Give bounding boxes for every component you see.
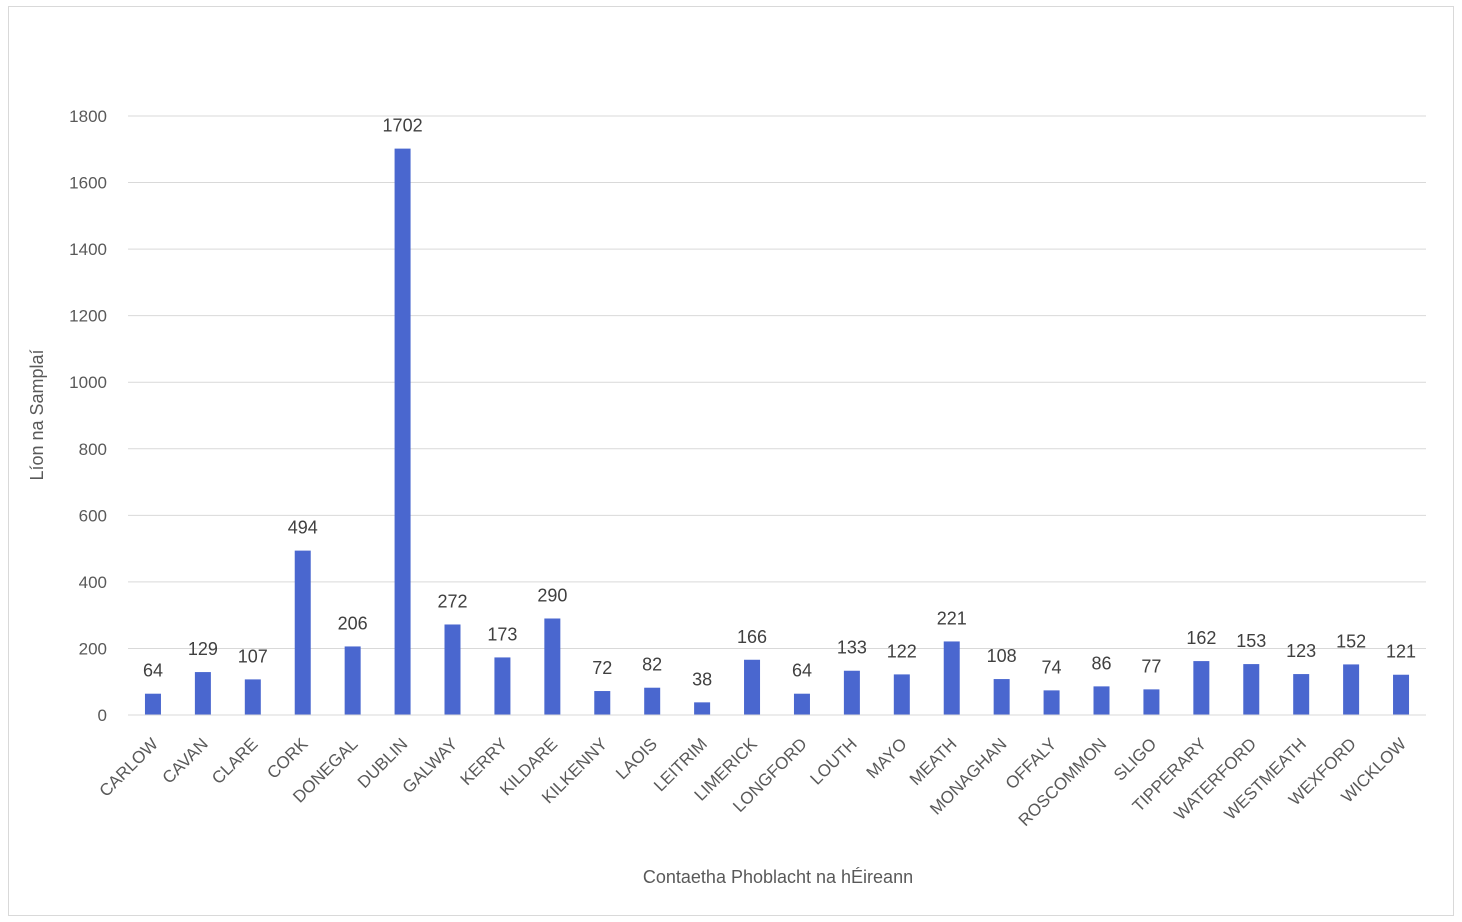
bar-sligo <box>1143 689 1160 715</box>
bar-cavan <box>194 672 211 715</box>
data-label: 108 <box>987 646 1017 666</box>
data-label: 133 <box>837 638 867 658</box>
bar-galway <box>444 624 461 715</box>
data-label: 38 <box>692 669 712 689</box>
data-label: 1702 <box>383 116 423 136</box>
x-tick-label: LOUTH <box>807 734 861 788</box>
x-tick-label: ROSCOMMON <box>1015 734 1111 830</box>
bar-kerry <box>494 657 511 715</box>
bar-donegal <box>344 646 361 715</box>
bar-westmeath <box>1293 674 1310 715</box>
data-label: 64 <box>143 661 163 681</box>
data-label: 121 <box>1386 642 1416 662</box>
x-tick-label: CAVAN <box>159 734 212 787</box>
data-label: 494 <box>288 518 318 538</box>
data-label: 72 <box>592 658 612 678</box>
x-tick-label: CARLOW <box>96 734 162 800</box>
bar-monaghan <box>993 679 1010 715</box>
y-tick-label: 1000 <box>69 373 107 392</box>
data-labels: 64 129 107 494 206 1702 272 173 290 72 82 38 166 64 13… <box>143 116 1416 690</box>
x-tick-label: CLARE <box>208 734 262 788</box>
data-label: 272 <box>437 591 467 611</box>
y-tick-label: 800 <box>79 440 107 459</box>
bar-wicklow <box>1393 674 1410 715</box>
data-label: 77 <box>1141 656 1161 676</box>
x-tick-label: GALWAY <box>399 734 462 797</box>
bar-laois <box>644 687 661 715</box>
bar-roscommon <box>1093 686 1110 715</box>
data-label: 82 <box>642 655 662 675</box>
data-label: 123 <box>1286 641 1316 661</box>
bar-meath <box>943 641 960 715</box>
x-tick-label: MAYO <box>863 734 911 782</box>
y-tick-label: 600 <box>79 506 107 525</box>
bar-kildare <box>544 618 561 715</box>
data-label: 173 <box>487 624 517 644</box>
y-axis-ticks: 0 200 400 600 800 1000 1200 1400 1600 1800 <box>69 107 107 725</box>
data-label: 122 <box>887 641 917 661</box>
data-label: 107 <box>238 646 268 666</box>
data-label: 166 <box>737 627 767 647</box>
bar-waterford <box>1243 664 1260 715</box>
bar-dublin <box>394 148 411 715</box>
bar-clare <box>244 679 261 715</box>
data-label: 129 <box>188 639 218 659</box>
y-tick-label: 0 <box>98 706 107 725</box>
bar-carlow <box>144 693 161 715</box>
y-tick-label: 200 <box>79 639 107 658</box>
bar-kilkenny <box>594 691 611 715</box>
data-label: 86 <box>1091 653 1111 673</box>
data-label: 153 <box>1236 631 1266 651</box>
y-tick-label: 1200 <box>69 307 107 326</box>
x-axis-title: Contaetha Phoblacht na hÉireann <box>643 867 913 887</box>
bar-cork <box>294 550 311 715</box>
data-label: 162 <box>1186 628 1216 648</box>
bar-wexford <box>1343 664 1360 715</box>
data-label: 221 <box>937 608 967 628</box>
bar-mayo <box>893 674 910 715</box>
y-tick-label: 1800 <box>69 107 107 126</box>
bar-leitrim <box>694 702 711 715</box>
y-tick-label: 1600 <box>69 174 107 193</box>
data-label: 290 <box>537 585 567 605</box>
data-label: 206 <box>338 613 368 633</box>
bar-louth <box>843 670 860 715</box>
x-tick-label: LAOIS <box>612 734 661 783</box>
bar-longford <box>793 693 810 715</box>
y-tick-label: 400 <box>79 573 107 592</box>
gridlines <box>128 115 1426 649</box>
x-tick-label: CORK <box>263 734 312 783</box>
bar-tipperary <box>1193 661 1210 715</box>
bar-offaly <box>1043 690 1060 715</box>
bar-limerick <box>744 659 761 715</box>
data-label: 152 <box>1336 631 1366 651</box>
y-axis-title: Líon na Samplaí <box>27 349 47 480</box>
bars <box>144 148 1410 715</box>
chart-frame <box>8 6 1454 916</box>
y-tick-label: 1400 <box>69 240 107 259</box>
data-label: 74 <box>1042 657 1062 677</box>
data-label: 64 <box>792 661 812 681</box>
